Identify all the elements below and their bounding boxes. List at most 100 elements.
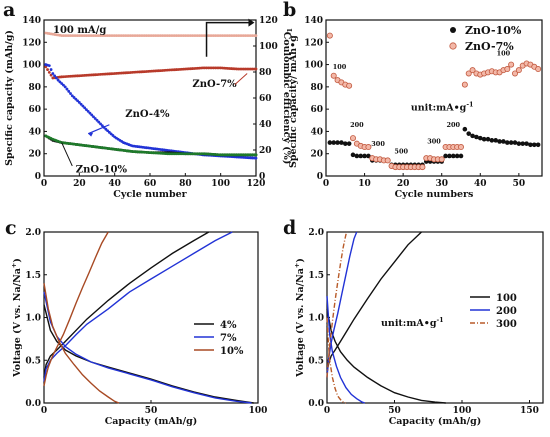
x-tick-label: 50 [388, 406, 401, 416]
data-point [62, 83, 65, 87]
x-tick-label: 80 [179, 179, 192, 189]
data-point [58, 80, 62, 84]
data-point [97, 120, 101, 124]
series-line [43, 283, 120, 404]
series-label-zno4: ZnO-4% [125, 109, 170, 120]
y2-tick-label: 0 [259, 172, 265, 182]
data-point [90, 113, 94, 117]
data-point [535, 142, 541, 148]
data-point [63, 85, 67, 89]
data-point [462, 126, 468, 132]
data-point [74, 97, 78, 101]
data-point [350, 152, 356, 158]
data-point [535, 66, 542, 73]
x-tick-label: 0 [41, 406, 47, 416]
y-tick-label: 40 [310, 127, 323, 137]
series-line [326, 317, 347, 404]
series-2 [43, 231, 120, 404]
series-label-zno7: ZnO-7% [192, 79, 237, 90]
data-point [72, 96, 76, 99]
series-1 [44, 63, 258, 160]
data-point [469, 67, 476, 74]
data-point [466, 131, 472, 136]
data-point [465, 70, 472, 77]
panel-c: 0 50 100 0.0 0.5 1.0 1.5 2.0 Capacity (mAh/g) c Vo… [5, 217, 267, 427]
y-tick-label: 0.0 [25, 399, 41, 409]
y-axis-label-part: Voltage (V vs. Na/Na [12, 268, 23, 378]
plot-frame [325, 19, 543, 177]
data-point [47, 70, 51, 74]
y2-tick-label: 80 [259, 68, 272, 78]
panel-d: 0 50 100 150 0.0 0.5 1.0 1.5 2.0 Capacity (mAh/g)… [283, 217, 544, 427]
y-tick-label: 20 [28, 150, 41, 160]
data-point [447, 153, 452, 159]
data-point [93, 117, 97, 120]
x-tick-label: 10 [358, 179, 371, 189]
series-line [326, 308, 446, 404]
y-tick-label: 1.5 [308, 271, 324, 281]
y-axis-label-part: Voltage (V vs. Na/Na [295, 268, 306, 378]
data-point [85, 108, 88, 111]
data-point [76, 99, 79, 103]
data-point [49, 73, 53, 77]
data-point [458, 153, 464, 159]
unit-label-part: -1 [466, 100, 473, 108]
data-point [92, 115, 95, 119]
y-tick-label: 1.0 [25, 314, 41, 324]
series-pointer [234, 73, 248, 86]
rate-label: 300 [371, 140, 385, 148]
unit-label-part: unit:mA•g [411, 102, 467, 113]
data-point [254, 67, 258, 71]
series-pointer [87, 124, 110, 135]
data-point [481, 136, 487, 142]
data-point [501, 139, 506, 144]
data-point [335, 140, 340, 145]
series-1 [43, 231, 252, 404]
y-tick-label: 40 [28, 127, 41, 137]
data-point [70, 94, 74, 98]
y2-axis-label: Coulombic efficiency (%) [281, 32, 292, 165]
rate-label: 200 [350, 121, 364, 129]
x-axis-label: Cycle number [113, 189, 187, 200]
data-point [515, 67, 522, 74]
data-point [504, 66, 511, 73]
data-point [443, 153, 448, 159]
arrow-head [248, 18, 255, 27]
x-tick-label: 30 [435, 179, 448, 189]
y-axis-label: Specific capacity/ mAh•g-1 [286, 28, 299, 168]
panel-a: 0 20 40 60 80 100 1200204060801001201400204060… [3, 0, 292, 200]
legend-label: 10% [220, 346, 244, 357]
data-point [349, 135, 356, 142]
data-point [470, 133, 475, 139]
series-line [43, 231, 233, 382]
data-point [358, 153, 364, 159]
data-point [46, 68, 49, 71]
unit-label-part: -1 [436, 316, 443, 324]
data-point [457, 144, 464, 151]
legend-label: ZnO-7% [465, 40, 514, 53]
legend-label: 4% [220, 320, 237, 331]
y-tick-label: 140 [304, 16, 323, 26]
data-point [47, 64, 51, 68]
data-point [461, 81, 468, 88]
y-tick-label: 0.5 [25, 356, 41, 366]
y-axis-label-part: Specific capacity/ mAh•g [288, 35, 299, 168]
y-tick-label: 0 [317, 172, 323, 182]
data-point [346, 141, 352, 146]
y2-tick-label: 60 [259, 94, 272, 104]
panel-letter-d: d [283, 217, 296, 239]
arrow-head [88, 132, 94, 137]
y-axis-label-part: + [293, 263, 301, 268]
x-tick-label: 100 [211, 179, 230, 189]
y-tick-label: 60 [310, 105, 323, 115]
panel-letter-a: a [3, 0, 15, 21]
unit-label: unit:mA•g-1 [381, 316, 444, 329]
data-point [504, 140, 510, 145]
data-point [485, 136, 491, 142]
x-tick-label: 60 [144, 179, 157, 189]
x-tick-label: 20 [73, 179, 86, 189]
data-point [346, 82, 353, 89]
x-axis-label: Capacity (mAh/g) [105, 416, 198, 427]
legend-label: 200 [496, 306, 517, 317]
